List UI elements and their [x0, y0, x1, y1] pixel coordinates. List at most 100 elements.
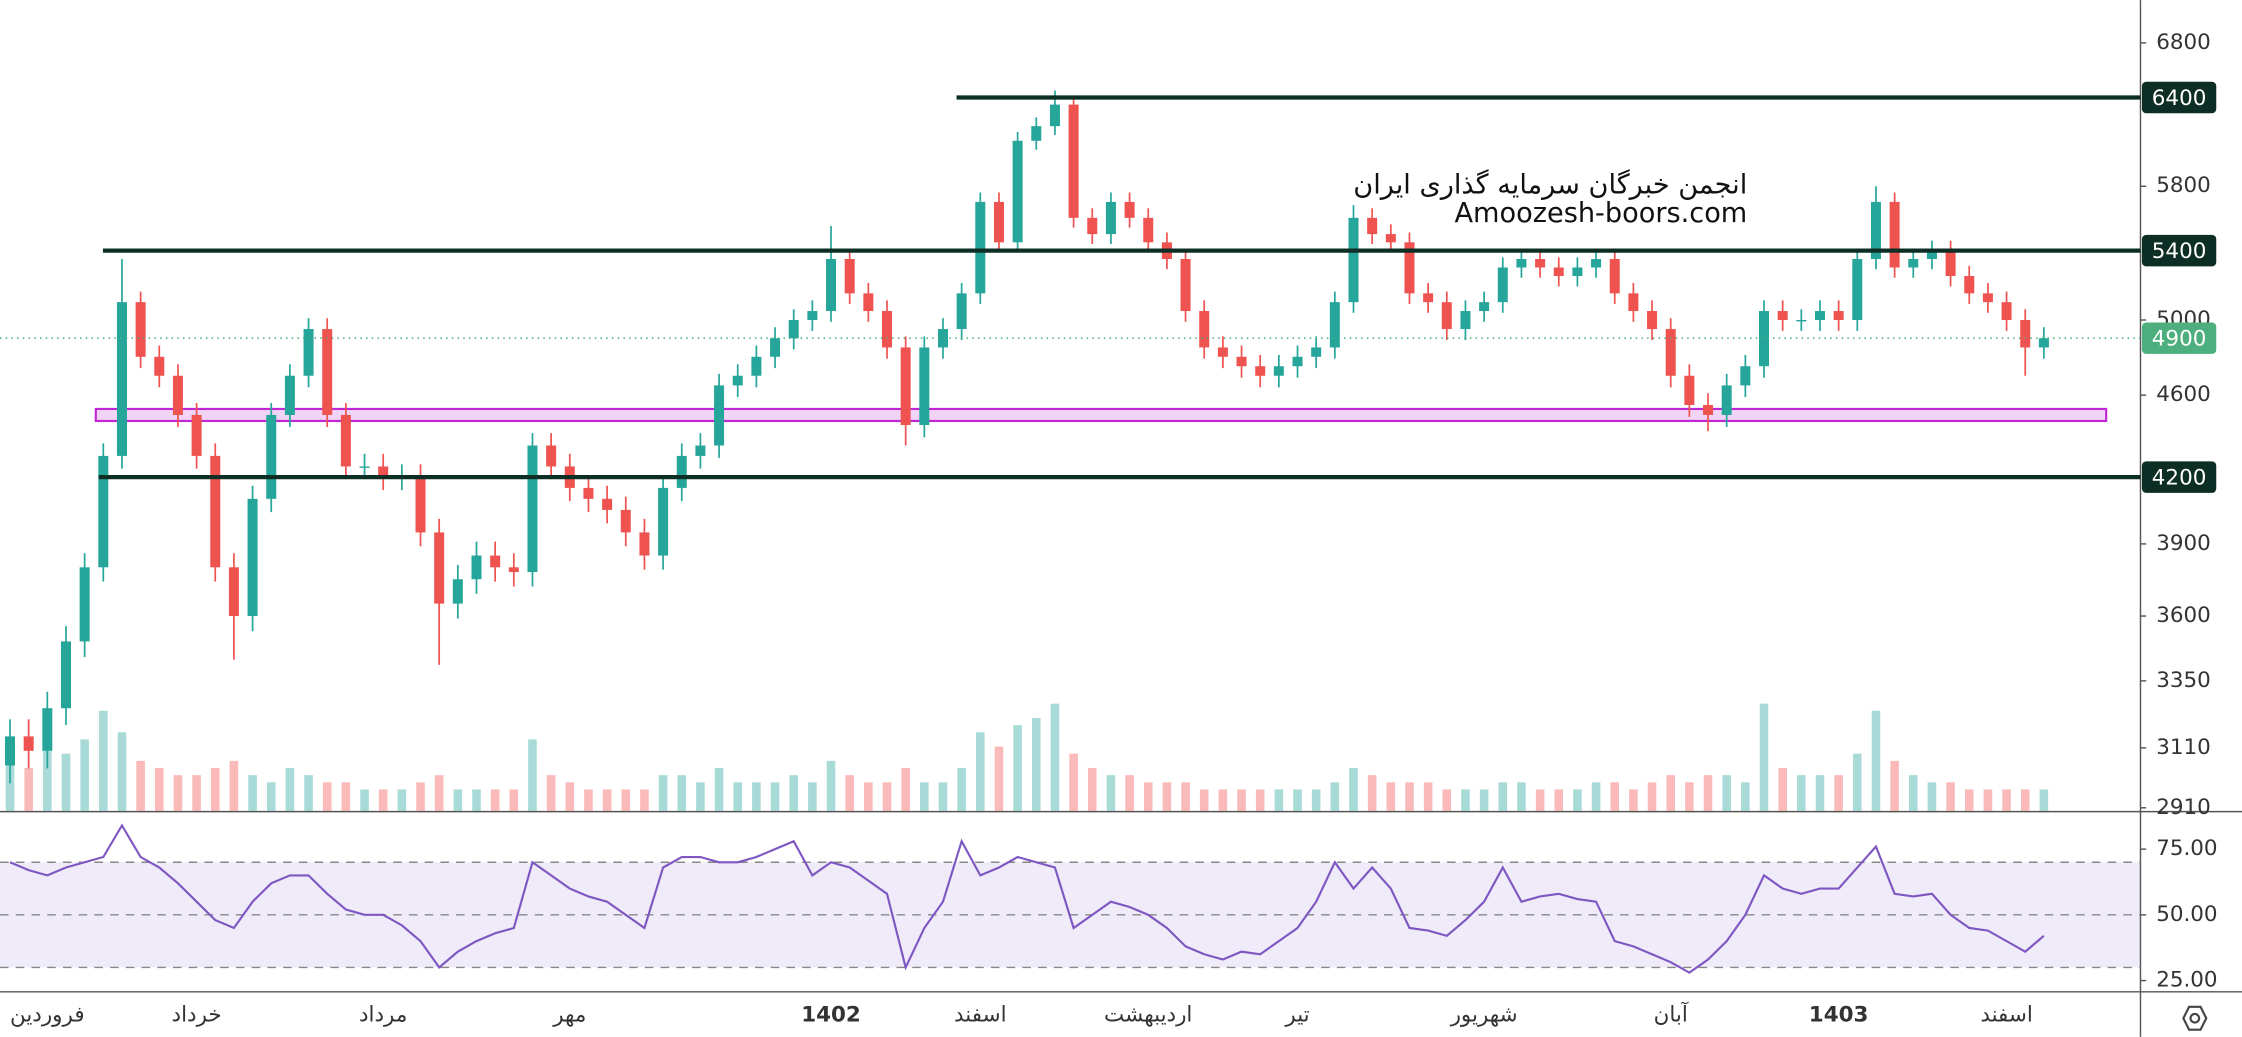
candle-body	[2020, 319, 2031, 348]
candle-body	[1087, 217, 1098, 235]
candle-body	[154, 356, 165, 376]
volume-bar	[882, 782, 892, 811]
level-label: 6400	[2152, 86, 2207, 111]
volume-bar	[1778, 768, 1787, 811]
candle-body	[937, 329, 948, 348]
volume-bar	[789, 775, 798, 811]
volume-bar	[584, 789, 593, 811]
volume-bar	[266, 782, 276, 811]
x-tick-label: اسفند	[954, 1002, 1006, 1027]
volume-bar	[546, 775, 556, 811]
candle-body	[1236, 356, 1247, 367]
candle-body	[1292, 356, 1303, 367]
candle-body	[658, 487, 669, 556]
volume-bar	[1498, 782, 1508, 811]
volume-bar	[1573, 789, 1582, 811]
candle-body	[639, 532, 650, 556]
candle-body	[919, 347, 930, 426]
volume-bar	[602, 789, 612, 811]
candle-body	[284, 375, 295, 415]
rsi-line	[9, 823, 2045, 974]
volume-bar	[397, 789, 407, 811]
x-tick-label: تیر	[1284, 1002, 1309, 1027]
volume-bar	[770, 782, 780, 811]
y-tick-label: 3600	[2156, 603, 2211, 628]
candle-body	[770, 338, 781, 357]
volume-bar	[826, 760, 836, 811]
candle-body	[826, 259, 837, 312]
candle-body	[1535, 259, 1546, 268]
y-tick-label: 6800	[2156, 30, 2211, 55]
candle-body	[1311, 347, 1322, 357]
candle-body	[378, 466, 389, 478]
watermark: Amoozesh-boors.com	[1454, 198, 1747, 229]
candle-body	[1460, 311, 1471, 330]
volume-bar	[136, 760, 145, 811]
candle-body	[1497, 267, 1508, 303]
candle-body	[340, 414, 351, 467]
volume-bar	[24, 768, 33, 811]
x-tick-label: 1402	[801, 1002, 861, 1027]
candle-body	[322, 329, 333, 415]
rsi-tick-label: 50.00	[2156, 902, 2217, 927]
volume-bar	[1106, 775, 1116, 811]
volume-bar	[864, 782, 873, 811]
candle-body	[79, 567, 90, 642]
volume-bar	[640, 789, 649, 811]
y-tick-label: 3900	[2156, 531, 2211, 556]
volume-bar	[1629, 789, 1638, 811]
candle-body	[266, 414, 277, 499]
candle-body	[1553, 267, 1564, 277]
volume-bar	[1218, 789, 1228, 811]
volume-bar	[901, 768, 910, 811]
candle-body	[1852, 259, 1863, 320]
watermark: انجمن خبرگان سرمایه گذاری ایران	[1353, 169, 1747, 201]
volume-bar	[1255, 789, 1265, 811]
volume-bar	[173, 775, 183, 811]
candle-body	[1870, 201, 1881, 260]
volume-bar	[1927, 782, 1937, 811]
candle-body	[60, 641, 71, 709]
volume-bar	[1964, 789, 1974, 811]
x-tick-label: شهریور	[1450, 1002, 1518, 1027]
level-label-bg	[2141, 461, 2217, 493]
candle-body	[210, 455, 221, 568]
candle-body	[1217, 347, 1228, 357]
candle-body	[1049, 104, 1060, 127]
x-tick-label: خرداد	[172, 1002, 222, 1027]
candle-body	[676, 455, 687, 488]
volume-bar	[677, 775, 687, 811]
volume-bar	[509, 789, 519, 811]
candle-body	[1814, 311, 1825, 320]
volume-bar	[1815, 775, 1825, 811]
volume-bar	[752, 782, 761, 811]
candle-body	[1143, 217, 1154, 243]
volume-bar	[1330, 782, 1340, 811]
candle-body	[2038, 338, 2049, 348]
volume-bar	[378, 789, 388, 811]
volume-bar	[1759, 703, 1769, 811]
candle-body	[228, 567, 239, 617]
volume-bar	[976, 732, 985, 811]
volume-bar	[1797, 775, 1806, 811]
volume-bar	[1442, 789, 1452, 811]
candle-body	[527, 445, 538, 573]
volume-bar	[938, 782, 948, 811]
volume-bar	[1125, 775, 1134, 811]
candle-body	[1964, 276, 1975, 294]
y-tick-label: 4600	[2156, 382, 2211, 407]
volume-bar	[416, 782, 425, 811]
candle-body	[900, 347, 911, 426]
settings-icon[interactable]	[2182, 1005, 2208, 1031]
candle-body	[1068, 104, 1079, 218]
volume-bar	[957, 768, 966, 811]
candle-body	[1721, 385, 1732, 415]
volume-bar	[1181, 782, 1190, 811]
candle-body	[98, 455, 109, 568]
candle-body	[1908, 259, 1919, 268]
volume-bar	[1703, 775, 1713, 811]
candle-body	[116, 302, 127, 456]
volume-bar	[1647, 782, 1657, 811]
volume-bar	[845, 775, 854, 811]
